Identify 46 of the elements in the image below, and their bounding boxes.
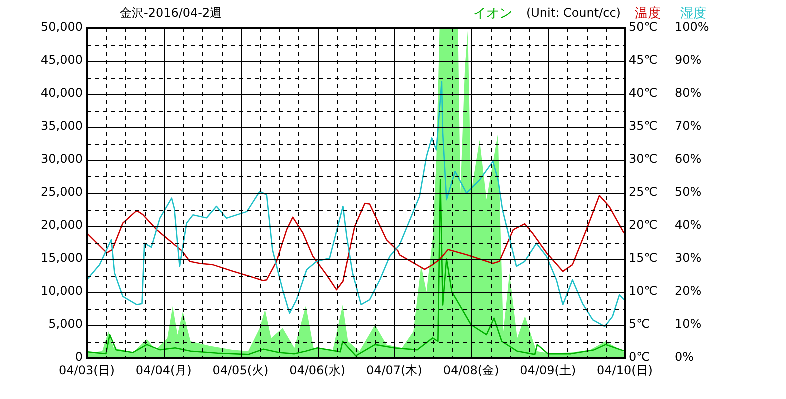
x-tick-label: 04/09(土) [520, 363, 576, 378]
y3-tick-label: 50% [675, 185, 702, 200]
y2-tick-label: 5℃ [629, 317, 650, 332]
y-tick-label: 45,000 [41, 53, 83, 68]
y3-tick-label: 10% [675, 317, 702, 332]
x-tick-label: 04/05(火) [212, 363, 269, 378]
y3-tick-label: 100% [675, 20, 710, 34]
y-tick-label: 20,000 [41, 218, 83, 232]
y-tick-label: 35,000 [41, 119, 83, 134]
x-tick-label: 04/08(金) [443, 363, 500, 378]
text: 温度 [635, 5, 661, 22]
y2-tick-label: 20℃ [629, 218, 658, 232]
x-tick-label: 04/07(木) [366, 363, 422, 378]
y-tick-label: 30,000 [41, 152, 83, 166]
x-tick-label: 04/06(水) [290, 363, 346, 378]
y2-tick-label: 10℃ [629, 284, 658, 298]
y3-tick-label: 90% [675, 53, 702, 68]
y2-tick-label: 0℃ [629, 350, 650, 364]
y3-tick-label: 80% [675, 86, 702, 100]
y3-tick-label: 40% [675, 218, 702, 232]
y2-tick-label: 30℃ [629, 152, 658, 166]
y2-tick-label: 40℃ [629, 86, 658, 100]
text: (Unit: Count/cc) [526, 6, 621, 20]
x-tick-label: 04/10(日) [597, 363, 653, 378]
y2-tick-label: 45℃ [629, 53, 658, 68]
y3-tick-label: 20% [675, 284, 702, 298]
y3-tick-label: 30% [675, 251, 702, 266]
chart-title: 金沢-2016/04-2週 [120, 6, 222, 20]
y-tick-label: 0 [75, 350, 83, 364]
text: 湿度 [680, 5, 706, 22]
y2-tick-label: 15℃ [629, 251, 658, 266]
y-tick-label: 5,000 [48, 317, 83, 332]
x-tick-label: 04/04(月) [136, 363, 192, 378]
y2-tick-label: 25℃ [629, 185, 658, 200]
x-tick-label: 04/03(日) [59, 363, 115, 378]
y3-tick-label: 70% [675, 119, 702, 134]
y2-tick-label: 35℃ [629, 119, 658, 134]
y-tick-label: 50,000 [41, 20, 83, 34]
y3-tick-label: 60% [675, 152, 702, 166]
text: イオン [473, 6, 512, 22]
y-tick-label: 25,000 [41, 185, 83, 200]
y3-tick-label: 0% [675, 350, 694, 364]
y-tick-label: 15,000 [41, 251, 83, 266]
y-tick-label: 40,000 [41, 86, 83, 100]
y2-tick-label: 50℃ [629, 20, 658, 34]
y-tick-label: 10,000 [41, 284, 83, 298]
